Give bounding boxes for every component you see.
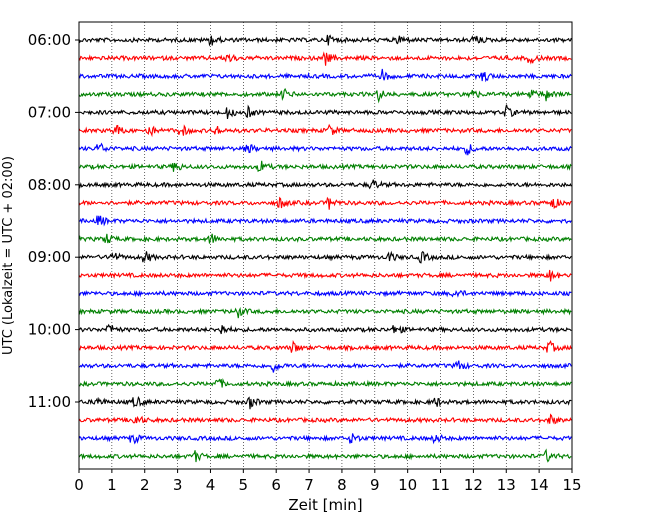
seismic-trace-0630 bbox=[78, 68, 572, 83]
y-axis-label: UTC (Lokalzeit = UTC + 02:00) bbox=[1, 156, 16, 355]
seismic-trace-0830 bbox=[78, 215, 572, 227]
y-tick-label: 10:00 bbox=[28, 321, 71, 339]
x-tick-label: 6 bbox=[271, 476, 281, 494]
x-tick-label: 1 bbox=[107, 476, 117, 494]
x-tick-label: 15 bbox=[562, 476, 581, 494]
x-tick-label: 7 bbox=[304, 476, 314, 494]
x-tick-label: 3 bbox=[173, 476, 183, 494]
x-tick-label: 12 bbox=[464, 476, 483, 494]
seismic-trace-0700 bbox=[78, 104, 572, 119]
seismic-trace-1145 bbox=[78, 448, 572, 463]
seismic-trace-1000 bbox=[78, 323, 572, 335]
y-ticks: 06:00 07:00 08:00 09:00 10:00 11:00 bbox=[28, 31, 79, 411]
seismic-trace-0745 bbox=[78, 160, 572, 173]
x-tick-label: 5 bbox=[239, 476, 249, 494]
seismic-trace-0600 bbox=[78, 34, 572, 47]
seismic-trace-0615 bbox=[78, 51, 572, 66]
seismic-traces bbox=[78, 34, 572, 463]
y-tick-label: 08:00 bbox=[28, 176, 71, 194]
seismic-trace-1030 bbox=[78, 360, 572, 373]
y-tick-label: 09:00 bbox=[28, 248, 71, 266]
seismic-trace-0945 bbox=[78, 306, 572, 319]
seismic-trace-0645 bbox=[78, 87, 572, 104]
x-tick-label: 9 bbox=[370, 476, 380, 494]
x-tick-label: 14 bbox=[530, 476, 549, 494]
y-tick-label: 07:00 bbox=[28, 103, 71, 121]
seismic-trace-0800 bbox=[78, 179, 572, 190]
seismic-trace-1045 bbox=[78, 377, 572, 388]
seismic-trace-0845 bbox=[78, 233, 572, 244]
seismic-trace-0900 bbox=[78, 250, 572, 264]
seismic-trace-0930 bbox=[78, 289, 572, 298]
seismic-trace-0815 bbox=[78, 196, 572, 210]
seismic-trace-0730 bbox=[78, 142, 572, 156]
seismic-trace-0915 bbox=[78, 269, 572, 282]
y-tick-label: 11:00 bbox=[28, 393, 71, 411]
x-tick-label: 10 bbox=[398, 476, 417, 494]
seismic-trace-1015 bbox=[78, 339, 572, 353]
x-axis-label: Zeit [min] bbox=[288, 496, 362, 514]
x-ticks: 0 1 2 3 4 5 6 7 8 9 10 11 12 13 14 15 bbox=[74, 469, 582, 494]
seismic-trace-1115 bbox=[78, 413, 572, 425]
seismic-trace-1130 bbox=[78, 433, 572, 445]
plot-frame bbox=[78, 21, 573, 470]
x-tick-label: 8 bbox=[337, 476, 347, 494]
x-tick-label: 0 bbox=[74, 476, 84, 494]
grid-lines bbox=[111, 22, 540, 469]
x-tick-label: 13 bbox=[497, 476, 516, 494]
y-tick-label: 06:00 bbox=[28, 31, 71, 49]
x-tick-label: 2 bbox=[140, 476, 150, 494]
seismic-trace-1100 bbox=[78, 396, 572, 410]
seismic-trace-0715 bbox=[78, 123, 572, 138]
x-tick-label: 4 bbox=[206, 476, 216, 494]
x-tick-label: 11 bbox=[431, 476, 450, 494]
